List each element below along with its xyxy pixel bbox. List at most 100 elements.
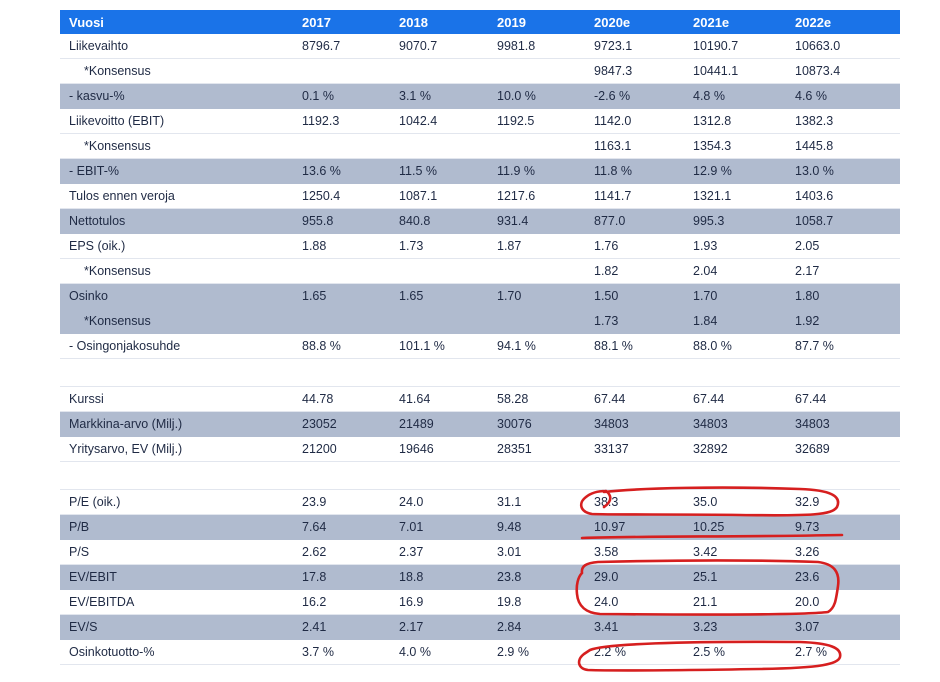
row-value: 3.1 % — [390, 83, 488, 109]
row-value: 1354.3 — [684, 133, 786, 159]
table-row: EV/EBITDA 16.2 16.9 19.8 24.0 21.1 20.0 — [60, 589, 900, 615]
row-value: 1.87 — [488, 233, 585, 259]
spacer-row — [60, 358, 900, 387]
row-value: 1.65 — [293, 283, 390, 309]
row-value: 11.8 % — [585, 158, 684, 184]
row-label: P/E (oik.) — [60, 489, 293, 515]
table-row: P/S 2.62 2.37 3.01 3.58 3.42 3.26 — [60, 539, 900, 565]
financial-table-container: Vuosi 2017 2018 2019 2020e 2021e 2022e Liikeva… — [60, 10, 900, 665]
row-value: 3.42 — [684, 539, 786, 565]
row-value: 3.01 — [488, 539, 585, 565]
row-label: Liikevaihto — [60, 34, 293, 59]
row-value: 17.8 — [293, 564, 390, 590]
row-value: 16.2 — [293, 589, 390, 615]
row-value: 4.8 % — [684, 83, 786, 109]
row-value: 4.6 % — [786, 83, 900, 109]
table-row: Osinko 1.65 1.65 1.70 1.50 1.70 1.80 — [60, 283, 900, 309]
table-row: *Konsensus 9847.3 10441.1 10873.4 — [60, 58, 900, 84]
row-value: 1250.4 — [293, 183, 390, 209]
table-body: Liikevaihto 8796.7 9070.7 9981.8 9723.1 10190… — [60, 34, 900, 665]
row-value: 9981.8 — [488, 34, 585, 59]
row-value: 1.82 — [585, 258, 684, 284]
row-value: 101.1 % — [390, 333, 488, 359]
row-value: 2.84 — [488, 614, 585, 640]
row-label: EV/S — [60, 614, 293, 640]
row-value: 18.8 — [390, 564, 488, 590]
row-value: 33137 — [585, 436, 684, 462]
row-value: 3.26 — [786, 539, 900, 565]
row-label: *Konsensus — [60, 308, 293, 334]
spacer-cell — [60, 358, 900, 387]
row-value: 8796.7 — [293, 34, 390, 59]
row-value: 19646 — [390, 436, 488, 462]
row-value — [293, 308, 390, 334]
header-year-2017: 2017 — [293, 10, 390, 34]
table-row: Osinkotuotto-% 3.7 % 4.0 % 2.9 % 2.2 % 2.5 % 2… — [60, 639, 900, 665]
row-value: 7.64 — [293, 514, 390, 540]
row-value: 1.70 — [488, 283, 585, 309]
row-value: 13.6 % — [293, 158, 390, 184]
table-row: P/B 7.64 7.01 9.48 10.97 10.25 9.73 — [60, 514, 900, 540]
row-value: 44.78 — [293, 386, 390, 412]
row-value: 58.28 — [488, 386, 585, 412]
row-value: 9.48 — [488, 514, 585, 540]
row-value: 1.76 — [585, 233, 684, 259]
row-value — [488, 258, 585, 284]
row-value: 10663.0 — [786, 34, 900, 59]
row-value — [390, 258, 488, 284]
row-value: 32892 — [684, 436, 786, 462]
spacer-cell — [60, 461, 900, 490]
table-row: Liikevoitto (EBIT) 1192.3 1042.4 1192.5 1142… — [60, 108, 900, 134]
row-label: Markkina-arvo (Milj.) — [60, 411, 293, 437]
row-label: *Konsensus — [60, 133, 293, 159]
row-value — [293, 58, 390, 84]
row-value: 1.88 — [293, 233, 390, 259]
row-value: 1.73 — [390, 233, 488, 259]
row-label: Liikevoitto (EBIT) — [60, 108, 293, 134]
row-value: 21200 — [293, 436, 390, 462]
row-value: 25.1 — [684, 564, 786, 590]
row-value: 3.7 % — [293, 639, 390, 665]
row-value: 2.5 % — [684, 639, 786, 665]
row-value: 1.65 — [390, 283, 488, 309]
row-label: - Osingonjakosuhde — [60, 333, 293, 359]
financial-table: Vuosi 2017 2018 2019 2020e 2021e 2022e Liikeva… — [60, 10, 900, 665]
row-value: 87.7 % — [786, 333, 900, 359]
table-row: - Osingonjakosuhde 88.8 % 101.1 % 94.1 % 88.… — [60, 333, 900, 359]
table-row: *Konsensus 1163.1 1354.3 1445.8 — [60, 133, 900, 159]
header-year-2022e: 2022e — [786, 10, 900, 34]
row-value: 30076 — [488, 411, 585, 437]
row-value: 1321.1 — [684, 183, 786, 209]
row-value: 88.0 % — [684, 333, 786, 359]
table-row: Markkina-arvo (Milj.) 23052 21489 30076 3480… — [60, 411, 900, 437]
row-value: 29.0 — [585, 564, 684, 590]
row-value: 24.0 — [390, 489, 488, 515]
row-value: 2.9 % — [488, 639, 585, 665]
table-row: P/E (oik.) 23.9 24.0 31.1 38.3 35.0 32.9 — [60, 489, 900, 515]
row-label: Kurssi — [60, 386, 293, 412]
row-value — [390, 133, 488, 159]
row-value — [488, 308, 585, 334]
row-value: 24.0 — [585, 589, 684, 615]
row-value: 67.44 — [585, 386, 684, 412]
header-year-2021e: 2021e — [684, 10, 786, 34]
row-label: - EBIT-% — [60, 158, 293, 184]
row-value: 1087.1 — [390, 183, 488, 209]
table-row: *Konsensus 1.82 2.04 2.17 — [60, 258, 900, 284]
table-row: EV/S 2.41 2.17 2.84 3.41 3.23 3.07 — [60, 614, 900, 640]
row-value: 88.8 % — [293, 333, 390, 359]
table-row: Kurssi 44.78 41.64 58.28 67.44 67.44 67.44 — [60, 386, 900, 412]
row-value: 10.25 — [684, 514, 786, 540]
row-value — [390, 308, 488, 334]
header-row: Vuosi 2017 2018 2019 2020e 2021e 2022e — [60, 10, 900, 34]
row-value: 41.64 — [390, 386, 488, 412]
row-value: 1042.4 — [390, 108, 488, 134]
row-label: P/B — [60, 514, 293, 540]
header-label-vuosi: Vuosi — [60, 10, 293, 34]
row-value: 67.44 — [684, 386, 786, 412]
row-label: EV/EBITDA — [60, 589, 293, 615]
row-value: 23.8 — [488, 564, 585, 590]
table-header: Vuosi 2017 2018 2019 2020e 2021e 2022e — [60, 10, 900, 34]
row-value: 995.3 — [684, 208, 786, 234]
row-value: 31.1 — [488, 489, 585, 515]
